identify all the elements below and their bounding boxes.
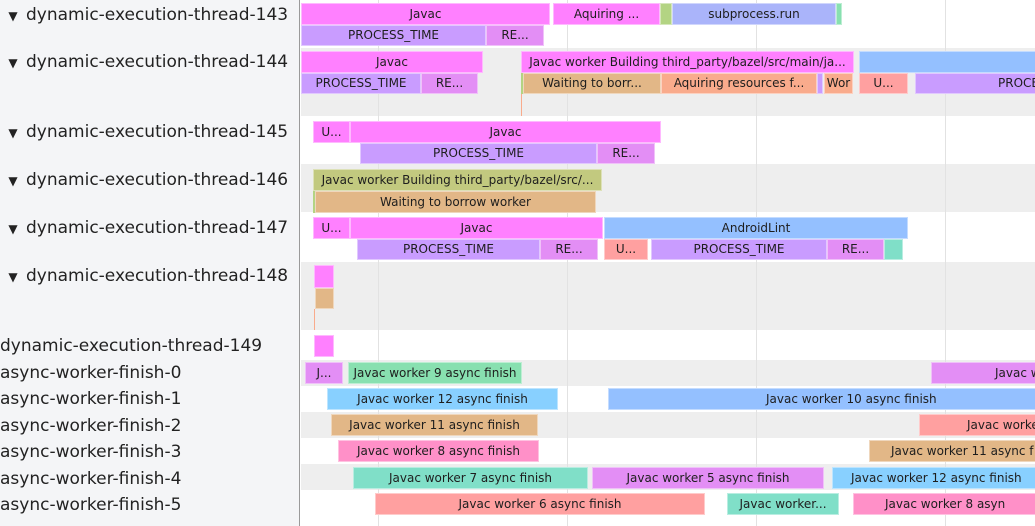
timeline-area[interactable]: Javac Aquiring ... subprocess.run PROCESS_T… (301, 0, 1035, 526)
trace-slice[interactable]: Javac worker Building third_party/bazel/… (521, 51, 854, 73)
trace-slice[interactable]: U... (604, 239, 648, 260)
triangle-down-icon[interactable]: ▼ (8, 222, 18, 236)
track-label[interactable]: async-worker-finish-4 (0, 469, 181, 489)
trace-slice[interactable]: Javac worker 6 async finish (375, 493, 705, 515)
trace-slice[interactable]: Javac worker 11 async f (869, 440, 1035, 462)
track-label-text: dynamic-execution-thread-145 (26, 122, 289, 142)
triangle-down-icon[interactable]: ▼ (8, 9, 18, 23)
track-label[interactable]: ▼ dynamic-execution-thread-148 (0, 266, 288, 287)
trace-slice[interactable]: PROCE (915, 73, 1035, 94)
trace-slice[interactable] (521, 94, 522, 116)
trace-slice[interactable]: RE... (597, 143, 655, 164)
trace-slice[interactable]: An (859, 51, 1035, 73)
trace-slice[interactable]: Javac w (931, 362, 1035, 384)
track-label-text: dynamic-execution-thread-147 (26, 218, 289, 238)
grid-line (756, 0, 757, 526)
track-label-text: async-worker-finish-2 (0, 416, 182, 436)
trace-slice[interactable] (314, 265, 334, 288)
trace-slice[interactable]: Javac worker 11 async finish (331, 414, 538, 436)
triangle-down-icon[interactable]: ▼ (8, 270, 18, 284)
trace-slice[interactable] (836, 3, 842, 25)
trace-slice[interactable] (313, 191, 315, 213)
trace-slice[interactable]: RE... (540, 239, 598, 260)
track-label[interactable]: async-worker-finish-0 (0, 363, 181, 383)
track-label-text: async-worker-finish-0 (0, 363, 182, 383)
track-row-bg (301, 262, 1035, 330)
track-label[interactable]: ▼ dynamic-execution-thread-145 (0, 122, 288, 143)
triangle-down-icon[interactable]: ▼ (8, 126, 18, 140)
track-label-text: async-worker-finish-1 (0, 389, 182, 409)
trace-slice[interactable] (314, 309, 315, 330)
trace-slice[interactable]: Waiting to borrow worker (315, 191, 596, 213)
trace-slice[interactable]: Javac worker 8 asyn (853, 493, 1035, 515)
track-row-bg (301, 330, 1035, 360)
track-label[interactable]: async-worker-finish-5 (0, 495, 181, 515)
trace-slice[interactable]: AndroidLint (604, 217, 908, 239)
trace-slice[interactable] (817, 73, 823, 94)
track-labels-panel: ▼ dynamic-execution-thread-143 ▼ dynamic-ex… (0, 0, 300, 526)
trace-slice[interactable]: Waiting to borr... (523, 73, 661, 94)
grid-line (945, 0, 946, 526)
trace-slice[interactable]: Javac (301, 3, 550, 25)
grid-line (567, 0, 568, 526)
trace-slice[interactable]: Javac worker 8 async finish (338, 440, 539, 462)
track-label-text: async-worker-finish-3 (0, 442, 182, 462)
track-label[interactable]: async-worker-finish-3 (0, 442, 181, 462)
trace-slice[interactable]: subprocess.run (672, 3, 836, 25)
track-label[interactable]: async-worker-finish-1 (0, 389, 181, 409)
trace-slice[interactable]: Aquiring ... (553, 3, 660, 25)
trace-slice[interactable]: Javac worker 9 async finish (348, 362, 522, 384)
trace-slice[interactable] (660, 3, 672, 25)
trace-slice[interactable]: Aquiring resources f... (661, 73, 817, 94)
trace-slice[interactable]: PROCESS_TIME (651, 239, 827, 260)
track-label-text: dynamic-execution-thread-148 (26, 266, 289, 286)
track-label-text: async-worker-finish-4 (0, 469, 182, 489)
track-label[interactable]: dynamic-execution-thread-149 (0, 336, 262, 356)
trace-slice[interactable]: Javac worker 7 async finish (353, 467, 588, 489)
trace-slice[interactable]: Javac worker 5 async finish (592, 467, 824, 489)
trace-slice[interactable]: J... (305, 362, 343, 384)
track-label-text: dynamic-execution-thread-144 (26, 52, 289, 72)
trace-slice[interactable] (884, 239, 903, 260)
track-label-text: async-worker-finish-5 (0, 495, 182, 515)
track-label[interactable]: ▼ dynamic-execution-thread-146 (0, 170, 288, 191)
trace-slice[interactable]: U... (859, 73, 908, 94)
track-label[interactable]: async-worker-finish-2 (0, 416, 181, 436)
track-label[interactable]: ▼ dynamic-execution-thread-144 (0, 52, 288, 73)
track-label[interactable]: ▼ dynamic-execution-thread-147 (0, 218, 288, 239)
triangle-down-icon[interactable]: ▼ (8, 174, 18, 188)
trace-slice[interactable]: PROCESS_TIME (357, 239, 540, 260)
trace-slice[interactable]: PROCESS_TIME (360, 143, 597, 164)
track-label-text: dynamic-execution-thread-146 (26, 170, 289, 190)
trace-slice[interactable]: Javac worker 12 async finish (832, 467, 1035, 489)
grid-line (378, 0, 379, 526)
trace-slice[interactable] (315, 288, 334, 309)
trace-slice[interactable]: PROCESS_TIME (301, 25, 486, 46)
trace-slice[interactable] (314, 335, 334, 357)
triangle-down-icon[interactable]: ▼ (8, 56, 18, 70)
trace-slice[interactable]: Javac worker... (727, 493, 839, 515)
trace-slice[interactable]: PROCESS_TIME (301, 73, 421, 94)
track-label[interactable]: ▼ dynamic-execution-thread-143 (0, 5, 288, 26)
trace-slice[interactable]: Javac worker 12 async finish (327, 388, 558, 410)
trace-slice[interactable]: Javac worker Building third_party/bazel/… (313, 169, 602, 191)
trace-slice[interactable]: Javac (301, 51, 483, 73)
track-label-text: dynamic-execution-thread-149 (0, 336, 263, 356)
trace-slice[interactable]: RE... (827, 239, 884, 260)
track-label-text: dynamic-execution-thread-143 (26, 5, 289, 25)
trace-slice[interactable]: U... (313, 217, 350, 239)
trace-slice[interactable]: Wor (824, 73, 853, 94)
trace-slice[interactable]: Javac (350, 121, 661, 143)
trace-slice[interactable]: RE... (421, 73, 478, 94)
trace-slice[interactable]: RE... (486, 25, 544, 46)
trace-slice[interactable]: U... (313, 121, 350, 143)
trace-slice[interactable]: Javac worker 10 async finish (608, 388, 1035, 410)
trace-slice[interactable]: Javac worke (919, 414, 1035, 436)
trace-slice[interactable] (521, 73, 523, 94)
trace-slice[interactable]: Javac (350, 217, 603, 239)
